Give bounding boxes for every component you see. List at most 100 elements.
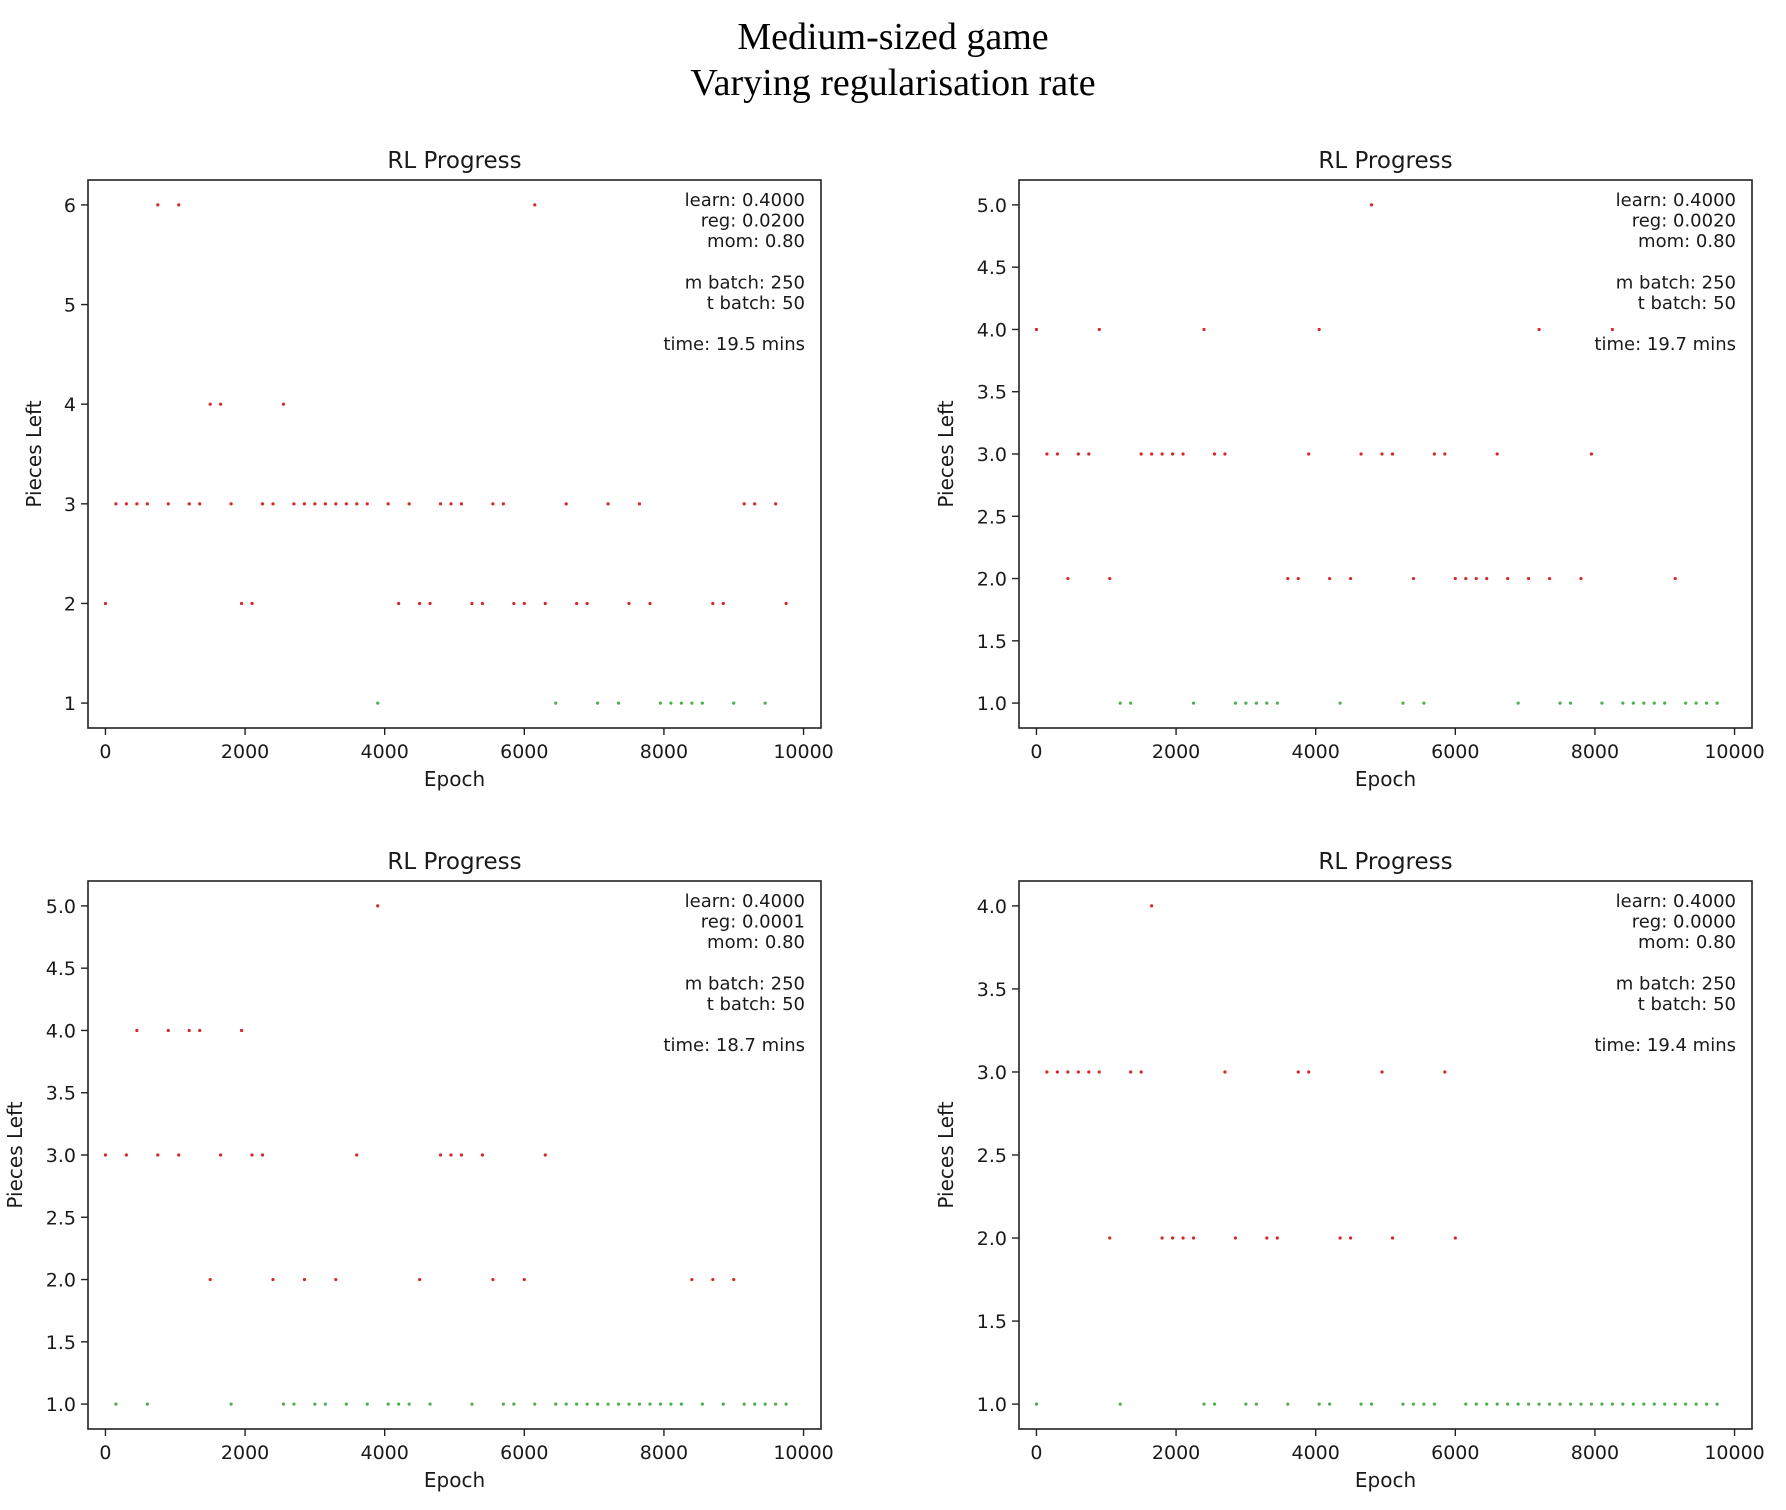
data-point-fail	[721, 601, 725, 606]
data-point-success	[1485, 1402, 1489, 1406]
data-point-success	[281, 1402, 286, 1406]
y-tick-label: 3.0	[46, 1145, 76, 1167]
data-point-success	[564, 1402, 568, 1406]
data-point-success	[1589, 1402, 1594, 1406]
data-point-fail	[627, 601, 631, 606]
data-point-success	[1568, 701, 1573, 705]
data-point-success	[1233, 701, 1238, 705]
data-point-success	[774, 1402, 778, 1406]
data-point-fail	[774, 502, 778, 506]
x-tick-label: 2000	[1152, 741, 1200, 763]
data-point-success	[753, 1402, 757, 1406]
y-tick-label: 3.0	[977, 444, 1007, 466]
data-point-fail	[124, 502, 128, 506]
data-point-fail	[522, 601, 526, 606]
run-info-line: mom: 0.80	[1638, 932, 1736, 953]
data-point-fail	[302, 1277, 307, 1282]
data-point-success	[690, 701, 694, 705]
data-point-fail	[1233, 1236, 1238, 1240]
plot-frame	[1018, 179, 1753, 729]
y-tick-label: 2	[64, 593, 76, 615]
run-info-line: t batch: 50	[707, 293, 805, 314]
y-tick-label: 1.0	[977, 1394, 1007, 1416]
data-point-fail	[1307, 452, 1311, 456]
data-point-fail	[1328, 576, 1332, 581]
x-tick-label: 4000	[1292, 741, 1340, 763]
data-point-fail	[690, 1277, 694, 1282]
y-tick-label: 1.5	[977, 1311, 1007, 1333]
data-point-success	[145, 1402, 149, 1406]
run-info-line: reg: 0.0000	[1632, 912, 1736, 933]
data-point-fail	[219, 402, 223, 406]
data-point-success	[313, 1402, 317, 1406]
data-point-fail	[1485, 576, 1489, 581]
data-point-fail	[1589, 452, 1594, 456]
x-axis-label: Epoch	[424, 1468, 485, 1492]
run-info-line: m batch: 250	[1616, 272, 1736, 293]
data-point-fail	[407, 502, 411, 506]
data-point-fail	[533, 203, 537, 207]
run-info-line: reg: 0.0001	[701, 912, 805, 933]
data-point-fail	[753, 502, 757, 506]
y-tick-label: 1	[64, 693, 76, 715]
data-point-success	[1401, 1402, 1405, 1406]
data-point-success	[596, 1402, 600, 1406]
data-point-fail	[522, 1277, 526, 1282]
data-point-success	[1401, 701, 1405, 705]
data-point-fail	[1537, 327, 1541, 332]
data-point-fail	[239, 601, 244, 606]
data-point-fail	[470, 601, 474, 606]
data-point-success	[428, 1402, 432, 1406]
data-point-fail	[271, 1277, 275, 1282]
data-point-success	[1275, 701, 1279, 705]
data-point-success	[470, 1402, 474, 1406]
data-point-success	[637, 1402, 642, 1406]
x-tick-label: 10000	[1704, 1442, 1764, 1464]
data-point-fail	[187, 1028, 191, 1033]
chart-panel-2: RL Progress 0 2000 4000 6000 8000 10000 1.0 1.5 2…	[934, 148, 1765, 791]
data-point-fail	[219, 1153, 223, 1157]
y-tick-label: 1.5	[46, 1332, 76, 1354]
y-tick-label: 4	[64, 394, 76, 416]
data-point-success	[323, 1402, 327, 1406]
data-point-success	[1600, 1402, 1604, 1406]
y-tick-label: 3.5	[977, 979, 1007, 1001]
run-info-line: mom: 0.80	[707, 231, 805, 252]
data-point-success	[1527, 1402, 1531, 1406]
data-point-fail	[1150, 452, 1154, 456]
data-point-fail	[459, 502, 464, 506]
data-point-fail	[1610, 327, 1614, 332]
data-point-success	[1244, 1402, 1248, 1406]
data-point-fail	[648, 601, 652, 606]
data-point-success	[1286, 1402, 1290, 1406]
data-point-fail	[742, 502, 746, 506]
data-point-fail	[376, 904, 380, 908]
data-point-success	[1495, 1402, 1499, 1406]
data-point-success	[763, 1402, 767, 1406]
data-point-success	[512, 1402, 516, 1406]
data-point-fail	[177, 203, 181, 207]
data-point-success	[732, 701, 736, 705]
y-tick-label: 3.5	[46, 1083, 76, 1105]
data-point-success	[1317, 1402, 1321, 1406]
data-point-fail	[229, 502, 233, 506]
data-point-success	[1328, 1402, 1332, 1406]
data-point-fail	[135, 502, 139, 506]
data-point-fail	[512, 601, 516, 606]
data-point-fail	[198, 502, 202, 506]
y-axis-label: Pieces Left	[934, 1101, 958, 1208]
data-point-success	[1464, 1402, 1468, 1406]
x-tick-label: 4000	[1292, 1442, 1340, 1464]
x-axis-label: Epoch	[424, 767, 485, 791]
data-point-fail	[1265, 1236, 1269, 1240]
data-point-fail	[355, 502, 359, 506]
data-point-success	[658, 701, 663, 705]
data-point-success	[700, 1402, 704, 1406]
data-point-fail	[1527, 576, 1531, 581]
data-point-fail	[166, 1028, 170, 1033]
data-point-success	[1579, 1402, 1583, 1406]
data-point-success	[554, 701, 558, 705]
data-point-fail	[1150, 904, 1154, 908]
data-point-success	[1621, 1402, 1625, 1406]
x-tick-label: 8000	[1571, 741, 1619, 763]
